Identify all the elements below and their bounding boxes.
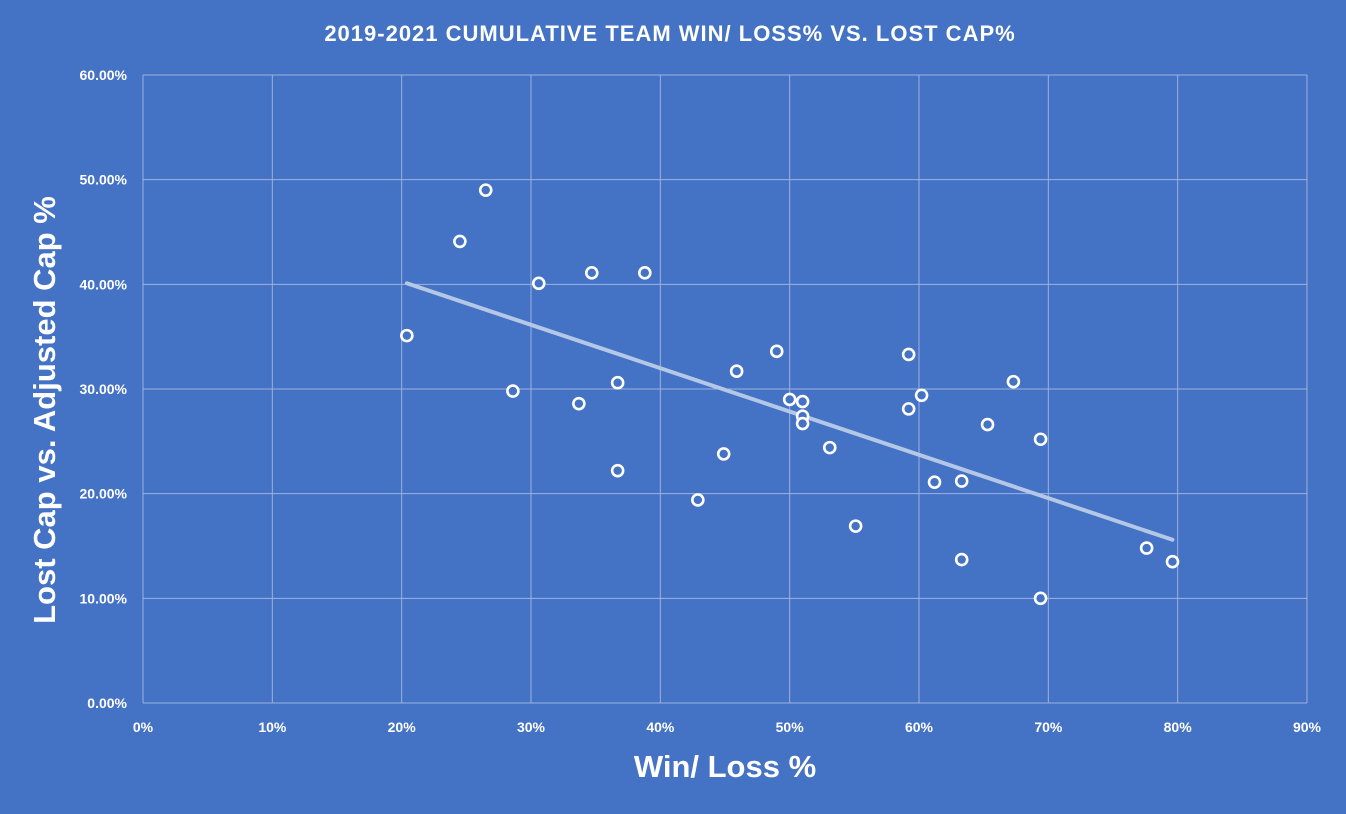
y-tick-label: 0.00% <box>87 695 127 711</box>
data-point <box>400 328 414 343</box>
data-point <box>1165 554 1180 569</box>
data-point <box>795 394 810 409</box>
data-point <box>769 344 784 359</box>
data-point <box>1033 591 1048 606</box>
data-point <box>478 183 493 197</box>
y-tick-label: 20.00% <box>80 486 128 502</box>
data-point <box>729 364 744 379</box>
x-tick-label: 80% <box>1164 719 1193 735</box>
data-point <box>610 375 625 390</box>
y-tick-label: 10.00% <box>80 590 128 606</box>
x-tick-label: 50% <box>776 719 805 735</box>
data-point <box>1139 541 1154 555</box>
x-tick-label: 60% <box>905 719 934 735</box>
data-point <box>1033 432 1048 447</box>
data-point <box>795 416 810 431</box>
x-tick-label: 30% <box>517 719 546 735</box>
y-axis-ticks: 0.00% 10.00% 20.00% 30.00% 40.00% 50.00% 60.00… <box>80 67 128 711</box>
chart-title: 2019-2021 CUMULATIVE TEAM WIN/ LOSS% VS.… <box>324 21 1015 46</box>
data-point <box>1006 374 1021 389</box>
data-point <box>782 392 797 407</box>
x-tick-label: 70% <box>1034 719 1063 735</box>
y-tick-label: 30.00% <box>80 381 128 397</box>
x-tick-label: 0% <box>133 719 154 735</box>
data-point <box>954 474 969 488</box>
data-point <box>531 276 546 291</box>
data-point <box>610 463 625 478</box>
data-point <box>716 447 731 461</box>
data-point <box>584 266 599 280</box>
data-point <box>980 417 995 432</box>
x-tick-label: 90% <box>1293 719 1322 735</box>
data-point <box>572 396 586 411</box>
x-tick-label: 10% <box>258 719 287 735</box>
data-point <box>691 493 705 507</box>
data-point <box>954 552 969 567</box>
data-point <box>914 388 929 403</box>
x-axis-label: Win/ Loss % <box>634 749 816 784</box>
y-tick-label: 60.00% <box>80 67 128 83</box>
trendline <box>404 281 1175 542</box>
x-axis-ticks: 0% 10% 20% 30% 40% 50% 60% 70% 80% 90% <box>133 719 1322 735</box>
data-point <box>822 440 837 455</box>
data-point <box>638 266 652 280</box>
y-tick-label: 50.00% <box>80 172 128 188</box>
y-tick-label: 40.00% <box>80 276 128 292</box>
x-tick-label: 40% <box>646 719 675 735</box>
y-axis-label: Lost Cap vs. Adjusted Cap % <box>27 196 62 624</box>
x-tick-label: 20% <box>388 719 417 735</box>
data-point <box>901 347 916 362</box>
data-point <box>848 519 863 533</box>
data-point <box>901 402 916 416</box>
data-points <box>400 183 1180 606</box>
data-point <box>927 475 942 489</box>
data-point <box>453 234 467 249</box>
data-point <box>506 384 520 398</box>
